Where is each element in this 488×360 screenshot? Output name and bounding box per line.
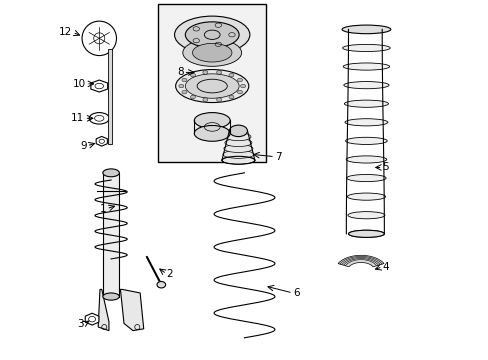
- Polygon shape: [98, 289, 109, 330]
- Text: 6: 6: [292, 288, 299, 298]
- Ellipse shape: [182, 78, 186, 82]
- Polygon shape: [120, 289, 143, 330]
- Ellipse shape: [102, 293, 119, 300]
- Ellipse shape: [185, 22, 239, 48]
- Ellipse shape: [216, 71, 221, 74]
- Ellipse shape: [344, 119, 387, 126]
- Ellipse shape: [229, 125, 247, 136]
- Ellipse shape: [224, 139, 251, 147]
- Ellipse shape: [343, 82, 388, 89]
- Ellipse shape: [175, 69, 248, 103]
- Ellipse shape: [179, 84, 183, 88]
- Ellipse shape: [203, 71, 207, 74]
- Ellipse shape: [237, 90, 242, 94]
- Text: 10: 10: [73, 79, 86, 89]
- Ellipse shape: [342, 44, 389, 51]
- Ellipse shape: [237, 78, 242, 82]
- Text: 7: 7: [274, 152, 281, 162]
- Ellipse shape: [345, 137, 386, 144]
- Ellipse shape: [341, 25, 390, 34]
- Ellipse shape: [89, 113, 109, 124]
- Text: 12: 12: [59, 27, 72, 37]
- Ellipse shape: [228, 73, 233, 77]
- Ellipse shape: [222, 156, 254, 164]
- Ellipse shape: [203, 98, 207, 102]
- Ellipse shape: [182, 90, 186, 94]
- Ellipse shape: [346, 175, 386, 182]
- Ellipse shape: [157, 282, 165, 288]
- Text: 1: 1: [100, 204, 106, 214]
- Ellipse shape: [346, 193, 385, 200]
- Ellipse shape: [82, 21, 116, 55]
- Text: 5: 5: [382, 162, 388, 172]
- Ellipse shape: [216, 98, 221, 102]
- Polygon shape: [337, 255, 383, 267]
- Ellipse shape: [344, 100, 387, 107]
- Ellipse shape: [194, 113, 230, 129]
- Ellipse shape: [185, 74, 239, 98]
- Ellipse shape: [190, 95, 195, 99]
- Ellipse shape: [343, 63, 389, 70]
- Ellipse shape: [224, 145, 252, 152]
- Ellipse shape: [348, 230, 384, 237]
- Text: 9: 9: [80, 141, 86, 151]
- Bar: [158, 4, 265, 162]
- Polygon shape: [85, 313, 99, 325]
- Ellipse shape: [225, 133, 250, 141]
- Ellipse shape: [190, 73, 195, 77]
- Ellipse shape: [228, 95, 233, 99]
- Text: 8: 8: [177, 67, 183, 77]
- Ellipse shape: [174, 16, 249, 53]
- Text: 4: 4: [382, 262, 388, 272]
- Ellipse shape: [192, 43, 231, 62]
- Bar: [108, 49, 112, 144]
- Ellipse shape: [194, 126, 230, 141]
- Text: 2: 2: [166, 269, 173, 279]
- Ellipse shape: [348, 230, 384, 237]
- Polygon shape: [96, 136, 107, 146]
- Ellipse shape: [223, 150, 253, 158]
- Ellipse shape: [346, 156, 386, 163]
- Bar: [102, 173, 119, 297]
- Ellipse shape: [240, 84, 245, 88]
- Ellipse shape: [347, 212, 384, 219]
- Polygon shape: [91, 80, 107, 92]
- Ellipse shape: [183, 39, 241, 66]
- Text: 3: 3: [77, 319, 83, 329]
- Text: 11: 11: [71, 113, 84, 123]
- Ellipse shape: [102, 169, 119, 177]
